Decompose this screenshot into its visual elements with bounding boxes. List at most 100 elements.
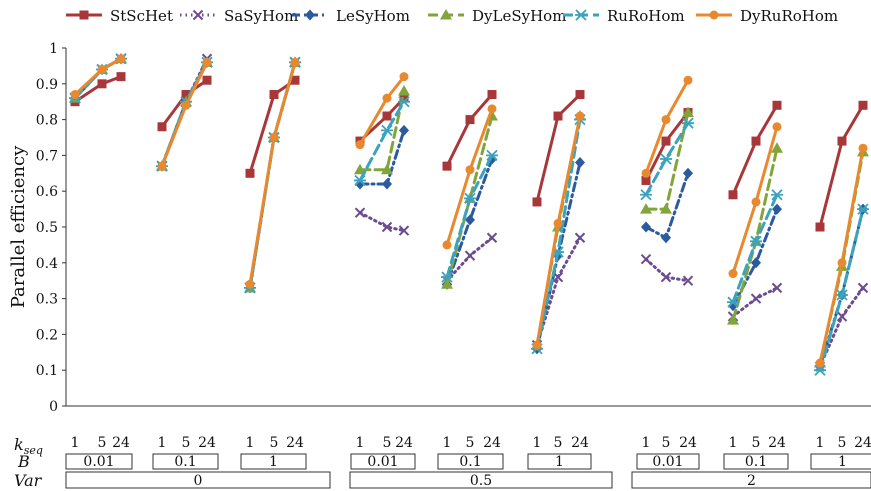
- x-marker: [682, 275, 694, 286]
- var-value: 2: [747, 473, 756, 489]
- data-point: [640, 203, 652, 214]
- data-point: [465, 214, 475, 226]
- diamond-marker: [751, 257, 761, 269]
- square-marker: [290, 75, 300, 85]
- circle-marker: [269, 133, 279, 142]
- triangle-marker: [660, 203, 672, 214]
- kseq-tick-label: 5: [383, 435, 392, 451]
- star-marker: [464, 192, 476, 204]
- square-marker: [202, 75, 212, 85]
- legend-item: DyRuRoHom: [696, 7, 838, 25]
- circle-marker: [399, 72, 409, 82]
- b-cell: [350, 453, 416, 470]
- var-cell: [65, 471, 331, 489]
- data-point: [70, 90, 80, 100]
- data-point: [399, 93, 409, 103]
- x-marker: [574, 232, 586, 243]
- kseq-tick-label: 24: [112, 435, 130, 451]
- data-point: [771, 142, 783, 153]
- triangle-marker: [441, 278, 453, 289]
- x-marker: [660, 271, 672, 283]
- y-tick-label: 0.6: [36, 184, 58, 200]
- data-point: [290, 75, 300, 85]
- data-point: [269, 90, 279, 100]
- series-line: [358, 211, 406, 233]
- star-marker: [441, 271, 453, 283]
- data-point: [640, 189, 652, 201]
- kseq-tick-label: 5: [466, 435, 475, 451]
- circle-marker: [70, 90, 80, 100]
- square-marker: [382, 111, 392, 121]
- data-point: [398, 96, 410, 108]
- circle-marker: [553, 218, 563, 228]
- x-marker: [836, 311, 848, 322]
- circle-marker: [442, 240, 452, 250]
- b-value: 1: [555, 454, 564, 470]
- circle-marker: [181, 100, 191, 110]
- y-tick-label: 0.2: [36, 327, 58, 343]
- data-point: [157, 161, 167, 171]
- star-marker: [857, 203, 869, 215]
- data-point: [683, 75, 693, 85]
- data-point: [354, 163, 366, 175]
- circle-marker: [202, 57, 212, 67]
- x-marker: [750, 293, 762, 304]
- data-point: [709, 10, 719, 20]
- y-tick-label: 0.3: [36, 292, 58, 308]
- circle-marker: [683, 75, 693, 85]
- square-marker: [245, 168, 255, 178]
- data-point: [157, 122, 167, 132]
- y-tick-label: 0: [49, 399, 58, 415]
- data-point: [751, 197, 761, 207]
- square-marker: [181, 90, 191, 100]
- data-point: [640, 254, 652, 265]
- data-point: [575, 90, 585, 100]
- data-point: [486, 232, 498, 243]
- diamond-marker: [305, 9, 315, 21]
- triangle-marker: [727, 314, 739, 325]
- data-point: [661, 115, 671, 125]
- b-value: 0.1: [745, 454, 767, 470]
- data-point: [857, 282, 869, 294]
- data-point: [858, 143, 868, 153]
- circle-marker: [575, 111, 585, 121]
- kseq-tick-label: 1: [246, 435, 255, 451]
- y-tick-label: 0.7: [36, 148, 58, 164]
- square-marker: [728, 190, 738, 200]
- data-point: [772, 100, 782, 110]
- var-value: 0.5: [470, 473, 492, 489]
- data-point: [836, 311, 848, 322]
- square-marker: [465, 115, 475, 125]
- data-point: [116, 54, 126, 64]
- data-point: [641, 221, 651, 233]
- diamond-marker: [683, 167, 693, 179]
- kseq-tick-label: 24: [571, 435, 589, 451]
- legend-label: LeSyHom: [336, 7, 410, 25]
- square-marker: [532, 197, 542, 207]
- b-cell: [65, 453, 133, 470]
- data-point: [772, 203, 782, 215]
- data-point: [181, 100, 191, 110]
- data-point: [728, 190, 738, 200]
- square-marker: [772, 100, 782, 110]
- data-point: [382, 93, 392, 103]
- b-cell: [810, 453, 871, 470]
- var-label: Var: [14, 471, 43, 490]
- triangle-marker: [682, 106, 694, 117]
- square-marker: [116, 72, 126, 82]
- data-point: [181, 90, 191, 100]
- data-point: [575, 9, 587, 21]
- data-point: [575, 157, 585, 169]
- b-value: 1: [838, 454, 847, 470]
- square-marker: [815, 222, 825, 232]
- circle-marker: [382, 93, 392, 103]
- data-point: [354, 207, 366, 218]
- diamond-marker: [661, 232, 671, 244]
- data-point: [682, 117, 694, 129]
- kseq-tick-label: 1: [533, 435, 542, 451]
- data-point: [682, 106, 694, 117]
- circle-marker: [97, 64, 107, 74]
- star-marker: [640, 189, 652, 201]
- square-marker: [442, 161, 452, 171]
- x-marker: [857, 282, 869, 294]
